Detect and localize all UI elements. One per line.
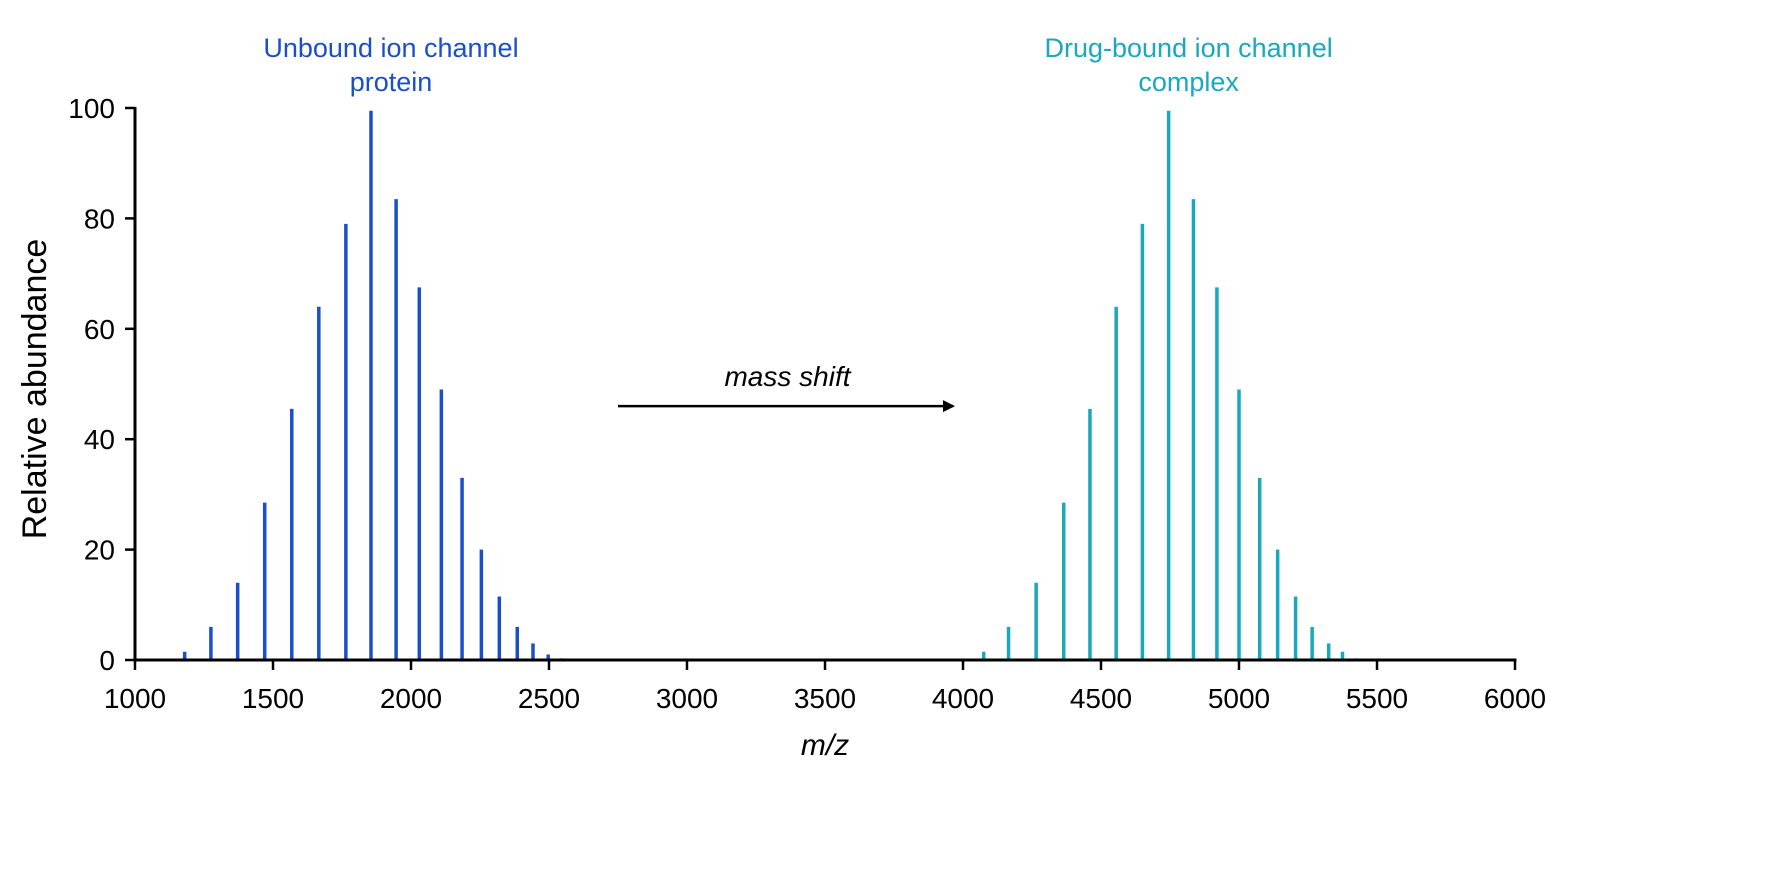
x-tick-label: 1500 [242, 683, 304, 714]
series-layer [182, 110, 1359, 660]
x-tick-label: 1000 [104, 683, 166, 714]
mass-shift-label: mass shift [724, 361, 851, 392]
series-label: complex [1138, 67, 1239, 97]
y-tick-label: 60 [84, 314, 115, 345]
series-2 [981, 110, 1359, 660]
x-tick-label: 2500 [518, 683, 580, 714]
x-tick-label: 2000 [380, 683, 442, 714]
x-tick-label: 4000 [932, 683, 994, 714]
y-tick-label: 0 [99, 645, 115, 676]
x-tick-label: 6000 [1484, 683, 1546, 714]
y-axis-label: Relative abundance [16, 239, 54, 540]
x-axis-label: m/z [801, 729, 849, 762]
y-tick-label: 80 [84, 203, 115, 234]
x-axis-ticks: 1000 1500 2000 2500 3000 3500 4000 4500 5000 5500… [104, 660, 1546, 714]
y-tick-label: 20 [84, 535, 115, 566]
y-axis-ticks: 0 20 40 60 80 100 [68, 93, 135, 676]
series-1 [182, 110, 564, 660]
series-labels: Unbound ion channel protein Drug-bound ion… [263, 33, 1332, 97]
y-tick-label: 40 [84, 424, 115, 455]
y-tick-label: 100 [68, 93, 115, 124]
x-tick-label: 5500 [1346, 683, 1408, 714]
x-tick-label: 3500 [794, 683, 856, 714]
series-label: Drug-bound ion channel [1045, 33, 1333, 63]
x-tick-label: 5000 [1208, 683, 1270, 714]
x-tick-label: 4500 [1070, 683, 1132, 714]
annotations: mass shift [618, 361, 955, 413]
series-label: Unbound ion channel [263, 33, 518, 63]
series-label: protein [350, 67, 433, 97]
x-tick-label: 3000 [656, 683, 718, 714]
